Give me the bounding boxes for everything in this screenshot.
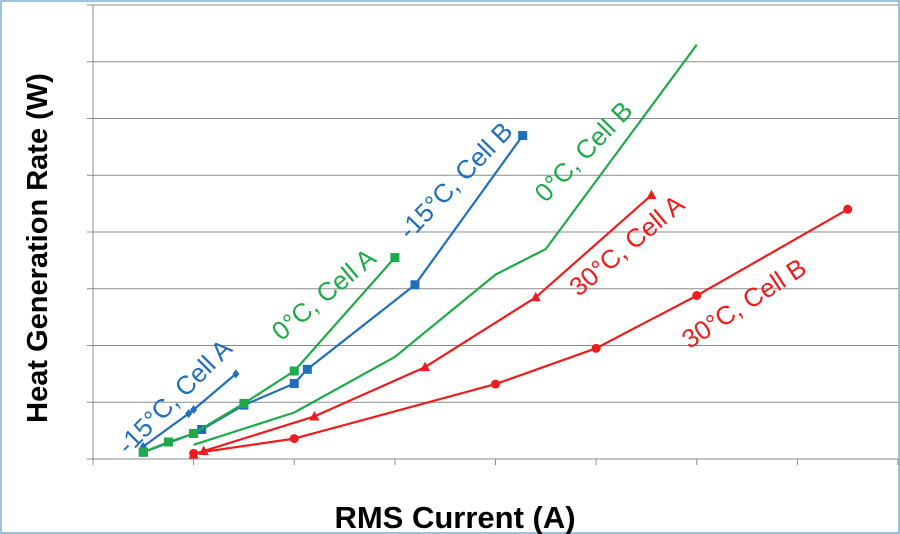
- series-6-point-2: [289, 434, 299, 444]
- series-3: [138, 253, 400, 457]
- series-6-point-3: [491, 379, 500, 389]
- series-5-point-6: [646, 189, 657, 200]
- series-5-point-4: [420, 361, 431, 372]
- x-axis-title: RMS Current (A): [334, 500, 575, 534]
- series-6-point-1: [189, 448, 199, 458]
- series-6-point-6: [843, 204, 853, 214]
- series-6: [189, 204, 853, 458]
- series-1-line: [142, 373, 237, 448]
- series-6-point-4: [591, 343, 601, 353]
- series-2-point-6: [302, 364, 312, 374]
- series-3-point-4: [239, 398, 249, 408]
- series-4-line: [193, 44, 698, 446]
- series-1-point-3: [190, 405, 198, 415]
- series-2-point-7: [410, 280, 420, 290]
- series-5-point-5: [530, 291, 541, 302]
- series-3-point-6: [390, 253, 400, 263]
- series-4: [193, 44, 698, 446]
- series-2-point-8: [518, 131, 528, 141]
- series-6-point-5: [692, 291, 702, 301]
- y-axis-title: Heat Generation Rate (W): [22, 73, 54, 423]
- series-3-point-1: [138, 447, 148, 457]
- series-5-point-3: [309, 410, 320, 421]
- series-2-point-5: [289, 379, 299, 389]
- series-1-point-4: [232, 369, 240, 379]
- gridlines: [93, 4, 898, 403]
- series-3-point-2: [163, 437, 173, 447]
- series-1-point-2: [185, 409, 193, 419]
- series-6-line: [193, 208, 849, 455]
- series-3-point-5: [289, 366, 299, 376]
- series-3-point-3: [189, 428, 199, 438]
- series-group: [138, 44, 853, 459]
- axes: [87, 4, 899, 465]
